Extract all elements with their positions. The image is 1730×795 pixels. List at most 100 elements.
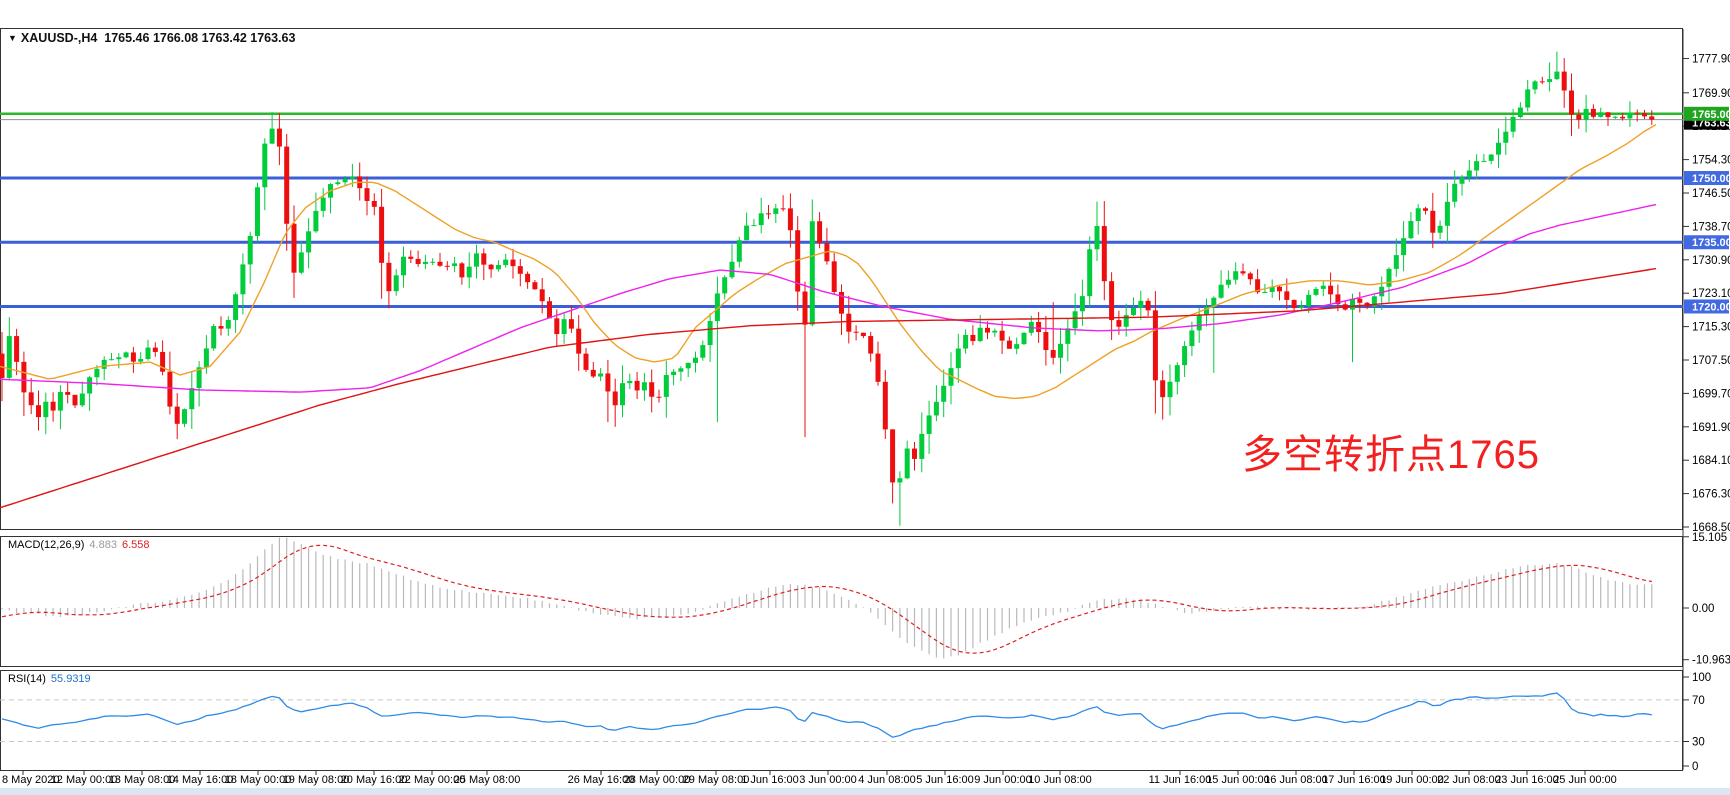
- candle-body: [955, 348, 961, 369]
- candle-body: [1437, 225, 1443, 233]
- candle-body: [897, 478, 903, 483]
- candle-body: [831, 261, 837, 292]
- candle-body: [729, 261, 735, 278]
- candle-body: [138, 359, 144, 362]
- candle-body: [568, 319, 574, 329]
- candle-body: [1503, 131, 1509, 143]
- candle-body: [1167, 381, 1173, 398]
- time-label: 29 May 08:00: [683, 774, 750, 786]
- candle-body: [167, 371, 173, 407]
- candle-body: [1561, 71, 1567, 91]
- time-label: 15 Jun 00:00: [1206, 774, 1270, 786]
- candle-body: [882, 381, 888, 430]
- candle-body: [787, 208, 793, 231]
- time-label: 19 Jun 00:00: [1380, 774, 1444, 786]
- price-tick-label: 1676.30: [1692, 489, 1730, 501]
- candle-body: [795, 230, 801, 292]
- ma-fast-orange: [0, 123, 1657, 400]
- ma-slow-red: [0, 267, 1657, 509]
- bottom-strip: [0, 788, 1730, 795]
- rsi-tick-label: 30: [1692, 737, 1705, 749]
- candle-body: [1255, 279, 1261, 293]
- candle-body: [605, 373, 611, 392]
- candle-body: [736, 240, 742, 262]
- rsi-tick-label: 100: [1692, 672, 1711, 684]
- hline-badge-1720: [1684, 299, 1729, 314]
- ma-mid-magenta: [0, 203, 1657, 393]
- price-tick-label: 1715.30: [1692, 322, 1730, 334]
- candle-body: [612, 391, 618, 406]
- candle-body: [1459, 177, 1465, 184]
- candle-body: [1262, 291, 1268, 293]
- price-tick-label: 1738.70: [1692, 221, 1730, 233]
- candle-body: [1430, 210, 1436, 233]
- candle-body: [539, 289, 545, 302]
- candle-body: [1627, 112, 1633, 119]
- candle-body: [211, 326, 217, 349]
- candle-body: [1547, 79, 1553, 82]
- candle-body: [145, 347, 151, 360]
- candle-body: [1634, 112, 1640, 114]
- candle-body: [1517, 107, 1523, 118]
- candle-body: [1620, 116, 1626, 119]
- candle-body: [1415, 208, 1421, 222]
- candle-body: [415, 258, 421, 265]
- candle-body: [1233, 271, 1239, 280]
- candle-body: [941, 385, 947, 402]
- candle-body: [933, 401, 939, 416]
- candle-body: [1152, 310, 1158, 381]
- candle-body: [306, 231, 312, 253]
- candle-body: [620, 383, 625, 406]
- candle-body: [700, 345, 706, 358]
- time-label: 28 May 00:00: [624, 774, 691, 786]
- candle-body: [1014, 344, 1020, 349]
- candle-body: [547, 301, 552, 319]
- candle-body: [50, 401, 56, 411]
- hline-badge-1765-text: 1765.00: [1692, 109, 1730, 121]
- candle-body: [79, 393, 85, 406]
- candle-body: [196, 367, 202, 389]
- candle-body: [298, 252, 304, 273]
- time-label: 25 May 08:00: [454, 774, 521, 786]
- candle-body: [1036, 321, 1042, 333]
- candle-body: [408, 256, 414, 259]
- time-label: 11 Jun 16:00: [1149, 774, 1212, 786]
- candle-body: [758, 213, 764, 226]
- candle-body: [1466, 170, 1472, 178]
- candle-body: [1401, 238, 1407, 256]
- candle-body: [262, 143, 268, 188]
- candle-body: [576, 328, 582, 354]
- candle-body: [1247, 273, 1253, 280]
- candle-body: [766, 213, 771, 215]
- macd-signal-line: [1, 544, 1652, 654]
- candle-body: [189, 388, 195, 410]
- candle-body: [233, 294, 239, 320]
- candle-body: [1350, 298, 1355, 310]
- candle-body: [1423, 208, 1428, 211]
- candle-body: [1539, 81, 1545, 83]
- candle-body: [1291, 299, 1297, 309]
- candle-body: [21, 361, 27, 393]
- candle-body: [1320, 285, 1326, 289]
- candle-body: [1101, 226, 1107, 282]
- time-label: 4 Jun 08:00: [858, 774, 916, 786]
- candle-body: [371, 200, 377, 207]
- candle-body: [722, 277, 728, 294]
- candle-body: [379, 206, 385, 263]
- time-label: 18 May 00:00: [225, 774, 292, 786]
- price-tick-label: 1730.90: [1692, 255, 1730, 267]
- candle-body: [802, 291, 808, 325]
- candle-body: [1050, 350, 1056, 358]
- candle-body: [1525, 89, 1531, 108]
- hline-badge-1750-text: 1750.00: [1692, 173, 1730, 185]
- candle-body: [1488, 154, 1494, 161]
- time-label: 26 May 16:00: [568, 774, 635, 786]
- candle-body: [649, 382, 655, 397]
- candle-body: [744, 225, 750, 241]
- candle-body: [313, 210, 319, 232]
- candle-body: [342, 178, 348, 183]
- candle-body: [6, 336, 12, 378]
- hline-badge-1765: [1684, 106, 1729, 121]
